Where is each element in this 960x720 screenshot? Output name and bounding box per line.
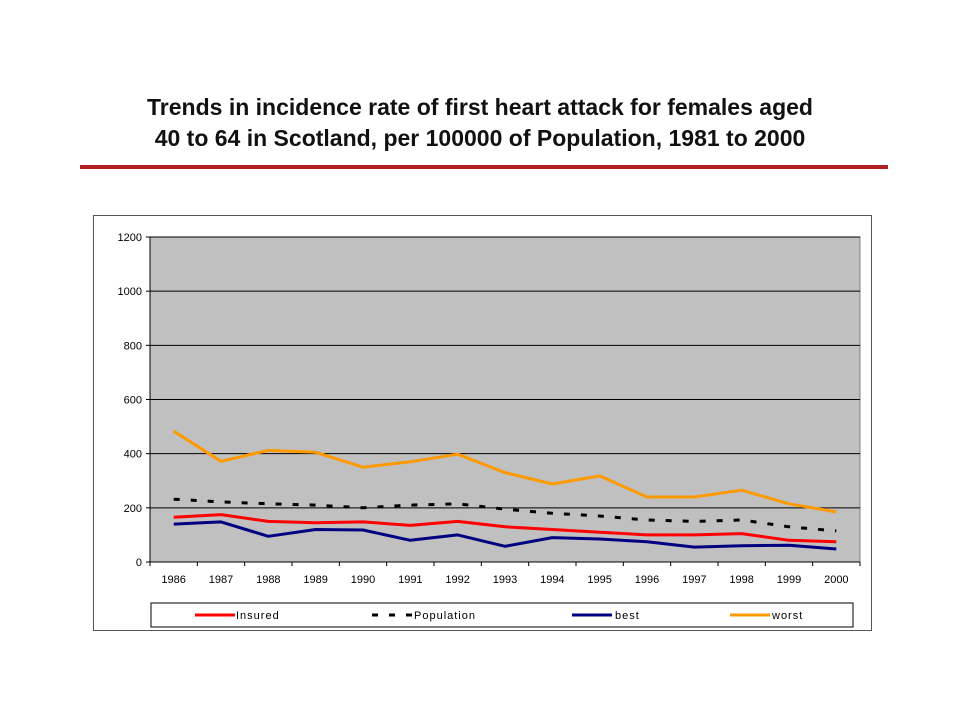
- legend: Insured Population best worst: [150, 602, 854, 628]
- legend-label-best: best: [615, 610, 640, 622]
- x-tick-label: 1986: [161, 574, 185, 586]
- x-tick-label: 1997: [682, 574, 706, 586]
- y-axis-ticks: 0 200 400 600 800 1000 1200: [118, 232, 150, 569]
- x-tick-label: 1996: [635, 574, 659, 586]
- y-tick-label: 400: [124, 449, 142, 461]
- title-rule: [80, 165, 888, 169]
- x-tick-label: 1988: [256, 574, 280, 586]
- y-tick-label: 800: [124, 340, 142, 352]
- x-tick-label: 1999: [777, 574, 801, 586]
- x-tick-label: 1987: [209, 574, 233, 586]
- slide-title: Trends in incidence rate of first heart …: [60, 92, 900, 154]
- x-tick-label: 1993: [493, 574, 517, 586]
- x-tick-label: 1989: [303, 574, 327, 586]
- x-tick-label: 1991: [398, 574, 422, 586]
- legend-label-insured: Insured: [236, 610, 280, 622]
- series-lines: [172, 429, 837, 551]
- x-tick-label: 1992: [445, 574, 469, 586]
- x-tick-label: 2000: [824, 574, 848, 586]
- y-tick-label: 600: [124, 395, 142, 407]
- legend-label-worst: worst: [771, 610, 803, 622]
- y-tick-label: 1000: [118, 286, 142, 298]
- y-tick-label: 1200: [118, 232, 142, 244]
- series-line-best: [173, 520, 837, 551]
- x-tick-label: 1990: [351, 574, 375, 586]
- title-line-1: Trends in incidence rate of first heart …: [147, 94, 813, 120]
- legend-label-population: Population: [414, 610, 476, 622]
- y-tick-label: 0: [136, 557, 142, 569]
- x-tick-label: 1994: [540, 574, 564, 586]
- series-line-insured: [173, 513, 837, 544]
- x-tick-label: 1998: [729, 574, 753, 586]
- x-axis-ticks: 1986 1987 1988 1989 1990 1991 1992 1993 1994 1995…: [149, 562, 861, 586]
- y-tick-label: 200: [124, 503, 142, 515]
- title-line-2: 40 to 64 in Scotland, per 100000 of Popu…: [154, 125, 806, 151]
- gridlines: [150, 236, 860, 509]
- series-line-worst: [172, 429, 837, 514]
- x-tick-label: 1995: [587, 574, 611, 586]
